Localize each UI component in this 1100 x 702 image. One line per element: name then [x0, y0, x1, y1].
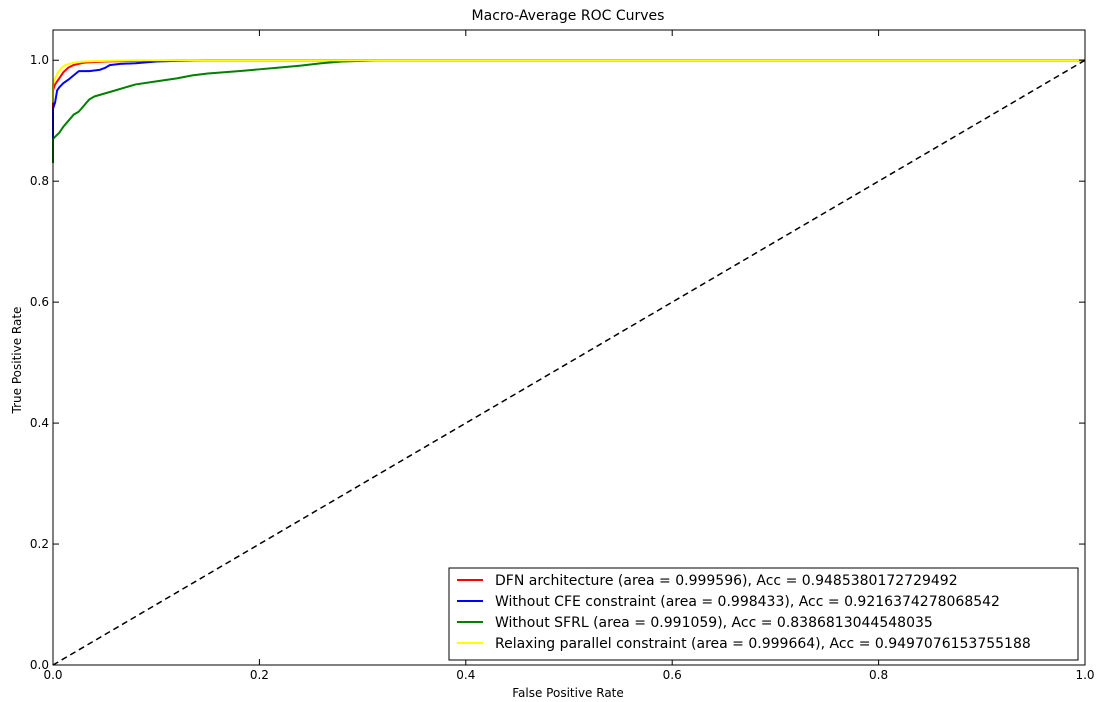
series-line-1: [52, 59, 1085, 139]
series-line-0: [52, 59, 1085, 109]
series-line-3: [52, 59, 1085, 103]
legend-label: Without CFE constraint (area = 0.998433)…: [495, 594, 1000, 610]
y-axis-label: True Positive Rate: [10, 307, 24, 415]
y-tick-label: 0.8: [30, 174, 49, 188]
legend-label: DFN architecture (area = 0.999596), Acc …: [495, 573, 958, 589]
plot-frame: [52, 29, 1086, 666]
y-tick-label: 1.0: [30, 53, 49, 67]
x-tick-label: 0.6: [663, 668, 682, 682]
legend-box: [448, 567, 1079, 661]
x-axis-label: False Positive Rate: [512, 686, 624, 700]
series-line-2: [52, 59, 1085, 164]
x-tick-label: 0.0: [43, 668, 62, 682]
y-tick-label: 0.6: [30, 295, 49, 309]
y-tick-label: 0.4: [30, 416, 49, 430]
legend-label: Without SFRL (area = 0.991059), Acc = 0.…: [495, 615, 933, 631]
y-tick-label: 0.0: [30, 658, 49, 672]
axis-ticks: 0.0 0.2 0.4 0.6 0.8 1.0 0.0 0.2 0.4 0.6 0.8 1.0: [30, 29, 1095, 682]
legend-label: Relaxing parallel constraint (area = 0.9…: [495, 636, 1031, 652]
x-tick-label: 1.0: [1075, 668, 1094, 682]
y-tick-label: 0.2: [30, 537, 49, 551]
chart-title: Macro-Average ROC Curves: [472, 8, 665, 24]
plot-area: [52, 59, 1086, 666]
x-tick-label: 0.8: [869, 668, 888, 682]
x-tick-label: 0.4: [456, 668, 475, 682]
legend: DFN architecture (area = 0.999596), Acc …: [448, 567, 1079, 661]
x-tick-label: 0.2: [250, 668, 269, 682]
